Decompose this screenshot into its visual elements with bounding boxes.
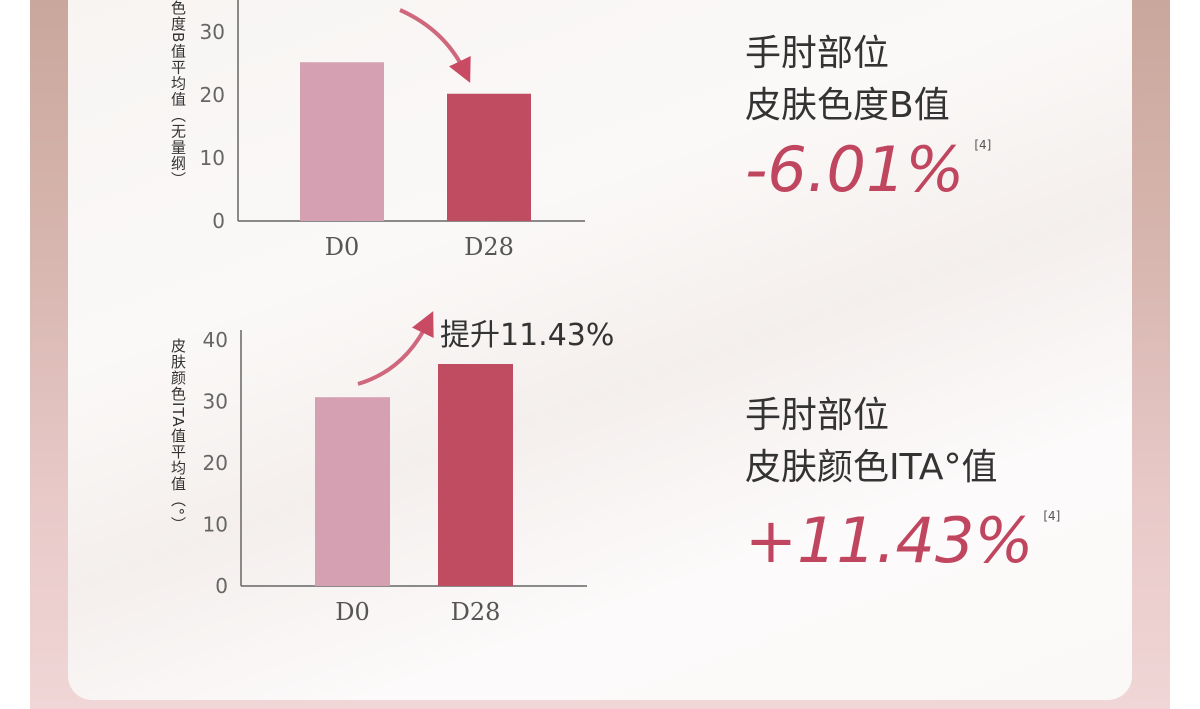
chart1-x-tick: D28 (464, 233, 514, 261)
chart2-x-tick: D28 (451, 598, 501, 626)
chart1-y-tick: 20 (200, 83, 225, 107)
chart2-y-tick: 40 (203, 328, 228, 352)
chart2-annotation: 提升11.43% (440, 318, 615, 353)
panel1-heading: 手肘部位 皮肤色度B值 (745, 28, 950, 132)
panel1-line2: 皮肤色度B值 (745, 85, 950, 126)
panel1-line1: 手肘部位 (745, 33, 890, 74)
chart1-y-tick: 0 (212, 209, 225, 233)
chart1-bar-d0 (300, 62, 384, 221)
decrease-arrow-icon (399, 8, 471, 83)
chart2-y-tick: 10 (203, 513, 228, 537)
content-card (68, 0, 1132, 700)
chart2-y-label: 皮肤颜色ITA值平均值（°） (169, 338, 187, 533)
panel2-line2: 皮肤颜色ITA°值 (745, 447, 998, 488)
panel2-value-row: +11.43% [4] (745, 503, 1060, 579)
panel1-ref: [4] (974, 138, 992, 152)
chart2-bar-d0 (315, 397, 390, 586)
chart1-y-label: 色度B值平均值（无量纲） (169, 0, 187, 188)
chart2-y-tick: 20 (203, 451, 228, 475)
panel2-line1: 手肘部位 (745, 395, 890, 436)
chart1-y-tick: 10 (200, 146, 225, 170)
panel1-value: -6.01% (745, 133, 965, 206)
panel2-value: +11.43% (745, 504, 1034, 577)
chart2-bar-d28 (438, 363, 513, 586)
panel2-ref: [4] (1043, 509, 1061, 523)
chart1-y-tick: 30 (200, 20, 225, 44)
chart1-bar-d28 (447, 93, 531, 221)
chart2-y-tick: 0 (215, 574, 228, 598)
chart2-y-tick: 30 (203, 390, 228, 414)
panel2-heading: 手肘部位 皮肤颜色ITA°值 (745, 390, 997, 494)
chart2-x-tick: D0 (335, 598, 370, 626)
increase-arrow-icon (357, 311, 434, 386)
panel1-value-row: -6.01% [4] (745, 132, 991, 208)
chart1-x-tick: D0 (325, 233, 360, 261)
